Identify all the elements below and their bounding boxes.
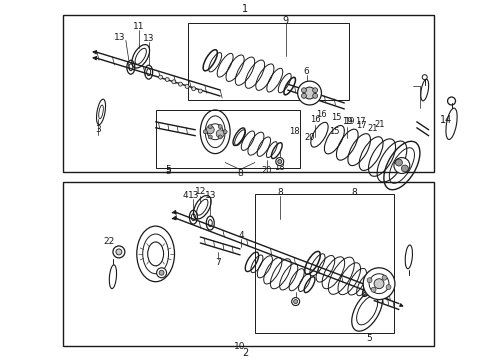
Circle shape — [172, 80, 176, 84]
Text: 9: 9 — [283, 15, 289, 26]
Bar — [188, 23, 349, 100]
Text: 13: 13 — [204, 191, 216, 200]
Circle shape — [386, 285, 391, 290]
Circle shape — [301, 88, 306, 93]
Text: 22: 22 — [103, 238, 115, 247]
Text: 13: 13 — [114, 33, 125, 42]
Text: 4: 4 — [183, 191, 188, 200]
Circle shape — [278, 159, 282, 163]
Bar — [63, 183, 434, 346]
Text: 13: 13 — [143, 34, 154, 43]
Text: 6: 6 — [304, 67, 310, 76]
Circle shape — [371, 287, 376, 292]
Text: 20: 20 — [262, 166, 272, 175]
Circle shape — [301, 93, 306, 98]
Circle shape — [157, 268, 167, 278]
Circle shape — [313, 93, 318, 98]
Text: 1: 1 — [242, 4, 248, 14]
Text: 17: 17 — [356, 121, 367, 130]
Circle shape — [165, 77, 169, 81]
Text: 12: 12 — [195, 187, 206, 196]
Text: 20: 20 — [304, 133, 315, 142]
Circle shape — [395, 159, 402, 166]
Text: 5: 5 — [166, 165, 171, 174]
Text: 21: 21 — [375, 120, 385, 129]
Text: 7: 7 — [215, 258, 221, 267]
Text: 15: 15 — [331, 113, 342, 122]
Circle shape — [363, 268, 395, 300]
Text: 19: 19 — [344, 117, 354, 126]
Text: 15: 15 — [329, 127, 340, 136]
Text: 8: 8 — [277, 188, 283, 197]
Circle shape — [216, 130, 224, 138]
Circle shape — [185, 85, 189, 89]
Text: 17: 17 — [355, 117, 366, 126]
Bar — [63, 15, 434, 172]
Text: 2: 2 — [242, 348, 248, 358]
Circle shape — [218, 125, 222, 129]
Text: 16: 16 — [310, 115, 321, 124]
Circle shape — [198, 89, 202, 93]
Text: 18: 18 — [289, 127, 300, 136]
Text: 21: 21 — [368, 124, 378, 133]
Circle shape — [382, 275, 387, 280]
Circle shape — [401, 165, 408, 172]
Circle shape — [206, 126, 214, 134]
Text: 14: 14 — [441, 115, 453, 125]
Circle shape — [313, 88, 318, 93]
Text: 18: 18 — [274, 163, 285, 172]
Circle shape — [276, 158, 284, 166]
Circle shape — [207, 124, 223, 140]
Ellipse shape — [147, 242, 164, 266]
Circle shape — [178, 82, 182, 86]
Bar — [156, 110, 299, 167]
Circle shape — [292, 298, 299, 306]
Text: 16: 16 — [316, 111, 327, 120]
Bar — [255, 194, 394, 333]
Circle shape — [116, 249, 122, 255]
Text: 13: 13 — [188, 191, 199, 200]
Circle shape — [304, 87, 316, 99]
Circle shape — [113, 246, 125, 258]
Text: 11: 11 — [133, 22, 145, 31]
Circle shape — [297, 81, 321, 105]
Circle shape — [203, 130, 207, 134]
Text: 5: 5 — [166, 167, 171, 176]
Text: 5: 5 — [366, 334, 372, 343]
Circle shape — [367, 278, 372, 283]
Text: 10: 10 — [234, 342, 246, 351]
Circle shape — [394, 158, 410, 174]
Circle shape — [208, 135, 212, 139]
Text: 3: 3 — [95, 125, 101, 134]
Text: 19: 19 — [342, 117, 352, 126]
Circle shape — [374, 279, 384, 289]
Circle shape — [294, 300, 297, 303]
Circle shape — [369, 274, 389, 294]
Circle shape — [159, 75, 163, 79]
Circle shape — [159, 270, 164, 275]
Circle shape — [208, 125, 212, 129]
Circle shape — [218, 135, 222, 139]
Circle shape — [192, 87, 196, 91]
Circle shape — [223, 130, 227, 134]
Text: 4: 4 — [238, 230, 244, 239]
Text: 8: 8 — [351, 188, 357, 197]
Text: 8: 8 — [237, 169, 243, 178]
